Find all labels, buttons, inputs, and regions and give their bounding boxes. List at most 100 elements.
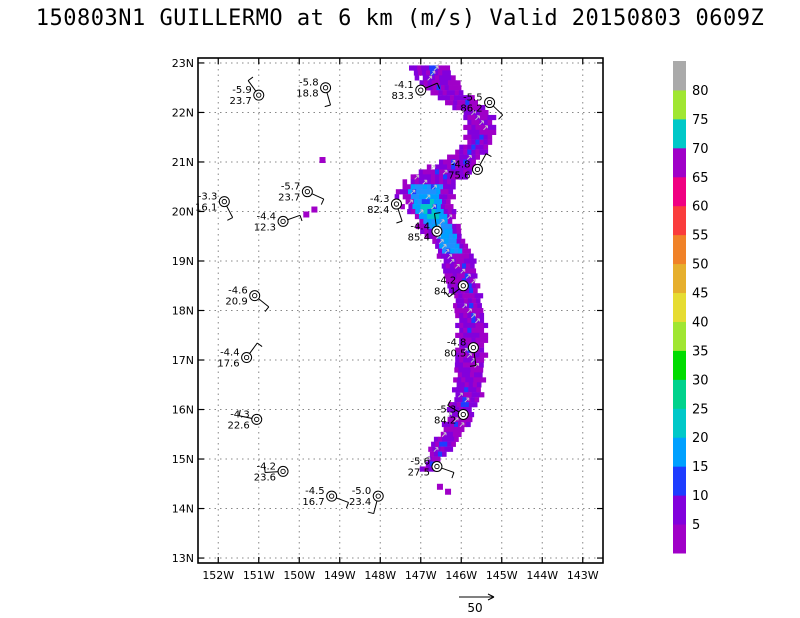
station-label-top: -4.2 bbox=[437, 276, 457, 287]
wind-cell bbox=[452, 431, 458, 437]
wind-cell bbox=[448, 233, 454, 239]
station: -4.417.6 bbox=[217, 342, 263, 370]
wind-cell bbox=[449, 263, 455, 269]
wind-cell bbox=[434, 164, 440, 170]
wind-cell bbox=[477, 303, 482, 309]
colorbar-label: 65 bbox=[692, 171, 709, 186]
wind-cell bbox=[467, 114, 472, 121]
wind-cell bbox=[483, 352, 489, 358]
wind-cell bbox=[467, 317, 472, 324]
wind-cell bbox=[428, 446, 433, 452]
wind-cell bbox=[423, 466, 429, 472]
cyclone-symbol bbox=[253, 89, 265, 101]
wind-cell bbox=[451, 184, 456, 190]
cyclone-symbol-center bbox=[280, 468, 286, 475]
cyclone-symbol-center bbox=[418, 87, 424, 93]
wind-cell bbox=[439, 213, 444, 220]
wind-cell bbox=[437, 451, 443, 457]
wind-cell bbox=[451, 268, 456, 274]
wind-cell bbox=[431, 218, 437, 225]
wind-cell bbox=[447, 75, 452, 81]
wind-arrow bbox=[430, 164, 436, 170]
wind-cell bbox=[419, 80, 425, 86]
wind-cell bbox=[471, 144, 476, 150]
station-label-top: -4.5 bbox=[305, 486, 325, 497]
station-label-bottom: 84.1 bbox=[434, 287, 456, 298]
wind-barb-flag bbox=[367, 511, 374, 515]
wind-cell bbox=[478, 308, 484, 314]
wind-cell bbox=[459, 164, 464, 170]
wind-cell bbox=[427, 80, 433, 86]
wind-cell bbox=[467, 283, 473, 289]
wind-cell bbox=[465, 303, 470, 309]
wind-cell bbox=[440, 189, 445, 195]
station-label-bottom: 23.7 bbox=[229, 96, 251, 107]
wind-cell bbox=[459, 332, 464, 338]
wind-cell bbox=[478, 372, 483, 378]
wind-cell bbox=[423, 209, 428, 215]
wind-cell bbox=[471, 327, 476, 334]
y-tick-label: 17N bbox=[172, 354, 194, 367]
wind-cell bbox=[434, 174, 440, 180]
wind-arrow bbox=[462, 303, 468, 309]
colorbar-swatch bbox=[673, 263, 686, 294]
wind-cell bbox=[443, 426, 449, 433]
wind-arrow bbox=[431, 184, 437, 190]
wind-cell bbox=[467, 327, 472, 334]
wind-cell bbox=[474, 367, 480, 373]
station-label-top: -4.4 bbox=[220, 348, 240, 359]
wind-cell bbox=[465, 377, 470, 383]
wind-cell bbox=[444, 273, 450, 279]
wind-cell bbox=[435, 456, 441, 462]
colorbar-label: 40 bbox=[692, 315, 709, 330]
wind-arrow bbox=[453, 417, 459, 423]
wind-cell bbox=[415, 223, 421, 230]
cyclone-symbol-center bbox=[460, 283, 466, 289]
cyclone-symbol bbox=[390, 198, 402, 210]
wind-cell bbox=[438, 169, 444, 175]
wind-cell bbox=[467, 109, 473, 116]
wind-cell bbox=[467, 149, 472, 155]
wind-arrow bbox=[475, 115, 480, 121]
cyclone-symbol bbox=[372, 490, 384, 502]
wind-cell bbox=[452, 253, 458, 259]
wind-cell bbox=[479, 124, 485, 131]
wind-cell bbox=[467, 169, 472, 175]
wind-cell bbox=[461, 253, 466, 259]
colorbar: 5 10 15 20 25 30 35 40 45 50 55 60 65 70 75 80 bbox=[673, 61, 709, 554]
wind-cell bbox=[459, 352, 464, 358]
wind-cell bbox=[451, 387, 457, 393]
wind-arrow bbox=[442, 169, 448, 175]
wind-cell bbox=[455, 426, 461, 433]
wind-cell bbox=[483, 129, 489, 135]
wind-cell bbox=[443, 441, 448, 447]
wind-cell bbox=[451, 80, 457, 86]
wind-cell bbox=[469, 100, 474, 106]
wind-cell bbox=[479, 357, 485, 363]
wind-cell bbox=[457, 372, 463, 378]
wind-cell bbox=[451, 194, 456, 200]
wind-cell bbox=[480, 105, 486, 111]
wind-cell bbox=[475, 357, 481, 363]
wind-cell bbox=[452, 228, 458, 235]
wind-cell bbox=[479, 352, 485, 358]
wind-cell bbox=[426, 184, 432, 190]
station-label-bottom: 23.6 bbox=[254, 472, 276, 483]
station-label-bottom: 22.6 bbox=[227, 420, 249, 431]
station: -5.586.2 bbox=[460, 93, 504, 120]
wind-barb-flag bbox=[451, 472, 455, 479]
wind-cell bbox=[452, 273, 458, 279]
x-tick-label: 144W bbox=[526, 569, 558, 582]
wind-cell bbox=[479, 342, 485, 348]
reference-vector-label: 50 bbox=[467, 601, 482, 615]
wind-cell bbox=[440, 85, 446, 91]
wind-cell bbox=[446, 407, 452, 413]
wind-cell bbox=[458, 308, 464, 314]
wind-cell bbox=[469, 288, 474, 294]
wind-cell bbox=[451, 243, 456, 249]
wind-cell bbox=[456, 85, 462, 91]
station-label-top: -4.8 bbox=[451, 159, 471, 170]
colorbar-label: 60 bbox=[692, 200, 709, 215]
wind-cell bbox=[430, 179, 436, 185]
wind-cell bbox=[463, 159, 468, 165]
